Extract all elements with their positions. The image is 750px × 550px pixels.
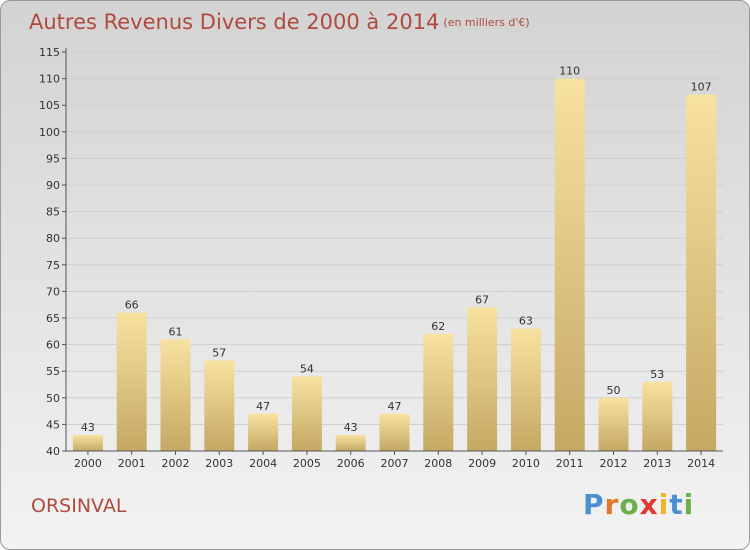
- title-text: Autres Revenus Divers de 2000 à 2014: [29, 10, 440, 34]
- data-label: 66: [125, 299, 139, 312]
- bar: [642, 381, 673, 451]
- y-tick-label: 65: [46, 312, 60, 325]
- data-label: 62: [431, 320, 445, 333]
- logo-letter: P: [583, 488, 605, 521]
- bar: [379, 413, 410, 451]
- x-tick-label: 2000: [74, 457, 102, 470]
- proxiti-logo: Proxiti: [583, 488, 694, 521]
- data-label: 43: [344, 421, 358, 434]
- y-tick-label: 40: [46, 445, 60, 458]
- data-label: 63: [519, 315, 533, 328]
- y-tick-label: 45: [46, 418, 60, 431]
- data-label: 53: [650, 368, 664, 381]
- logo-letter: x: [639, 488, 659, 521]
- logo-letter: t: [669, 488, 684, 521]
- x-tick-label: 2002: [162, 457, 190, 470]
- x-tick-label: 2005: [293, 457, 321, 470]
- y-tick-label: 55: [46, 365, 60, 378]
- x-tick-label: 2003: [205, 457, 233, 470]
- y-tick-label: 105: [39, 99, 60, 112]
- bar: [204, 360, 235, 451]
- bar: [467, 307, 498, 451]
- data-label: 61: [169, 325, 183, 338]
- bar: [423, 333, 454, 451]
- bar: [116, 312, 147, 451]
- logo-letter: r: [604, 488, 620, 521]
- chart-title: Autres Revenus Divers de 2000 à 2014 (en …: [29, 10, 530, 34]
- data-label: 43: [81, 421, 95, 434]
- logo-letter: i: [683, 488, 695, 521]
- bar: [72, 435, 103, 451]
- x-tick-label: 2014: [687, 457, 715, 470]
- x-tick-label: 2001: [118, 457, 146, 470]
- x-tick-label: 2013: [643, 457, 671, 470]
- data-label: 110: [559, 65, 580, 78]
- data-label: 54: [300, 363, 314, 376]
- unit-note: (en milliers d'€): [443, 16, 530, 29]
- x-tick-label: 2007: [381, 457, 409, 470]
- logo-letter: i: [658, 488, 670, 521]
- bar: [248, 413, 279, 451]
- y-tick-label: 80: [46, 232, 60, 245]
- x-tick-label: 2011: [556, 457, 584, 470]
- data-label: 47: [256, 400, 270, 413]
- location-label: ORSINVAL: [31, 495, 127, 517]
- bar: [686, 94, 717, 451]
- bar: [160, 339, 191, 451]
- x-tick-label: 2004: [249, 457, 277, 470]
- y-tick-label: 60: [46, 339, 60, 352]
- y-tick-label: 100: [39, 126, 60, 139]
- x-tick-label: 2010: [512, 457, 540, 470]
- y-tick-label: 70: [46, 285, 60, 298]
- x-tick-label: 2009: [468, 457, 496, 470]
- data-label: 107: [691, 81, 712, 94]
- x-tick-label: 2008: [424, 457, 452, 470]
- data-label: 50: [607, 384, 621, 397]
- logo-letter: o: [619, 488, 640, 521]
- data-label: 47: [388, 400, 402, 413]
- bar: [554, 78, 585, 451]
- bar: [598, 397, 629, 451]
- data-label: 67: [475, 293, 489, 306]
- y-tick-label: 50: [46, 392, 60, 405]
- y-tick-label: 95: [46, 152, 60, 165]
- y-tick-label: 115: [39, 46, 60, 59]
- bar: [335, 435, 366, 451]
- bar: [291, 376, 322, 451]
- bar: [510, 328, 541, 451]
- data-label: 57: [212, 347, 226, 360]
- y-tick-label: 85: [46, 206, 60, 219]
- y-tick-label: 110: [39, 73, 60, 86]
- y-tick-label: 90: [46, 179, 60, 192]
- y-tick-label: 75: [46, 259, 60, 272]
- x-tick-label: 2006: [337, 457, 365, 470]
- x-tick-label: 2012: [600, 457, 628, 470]
